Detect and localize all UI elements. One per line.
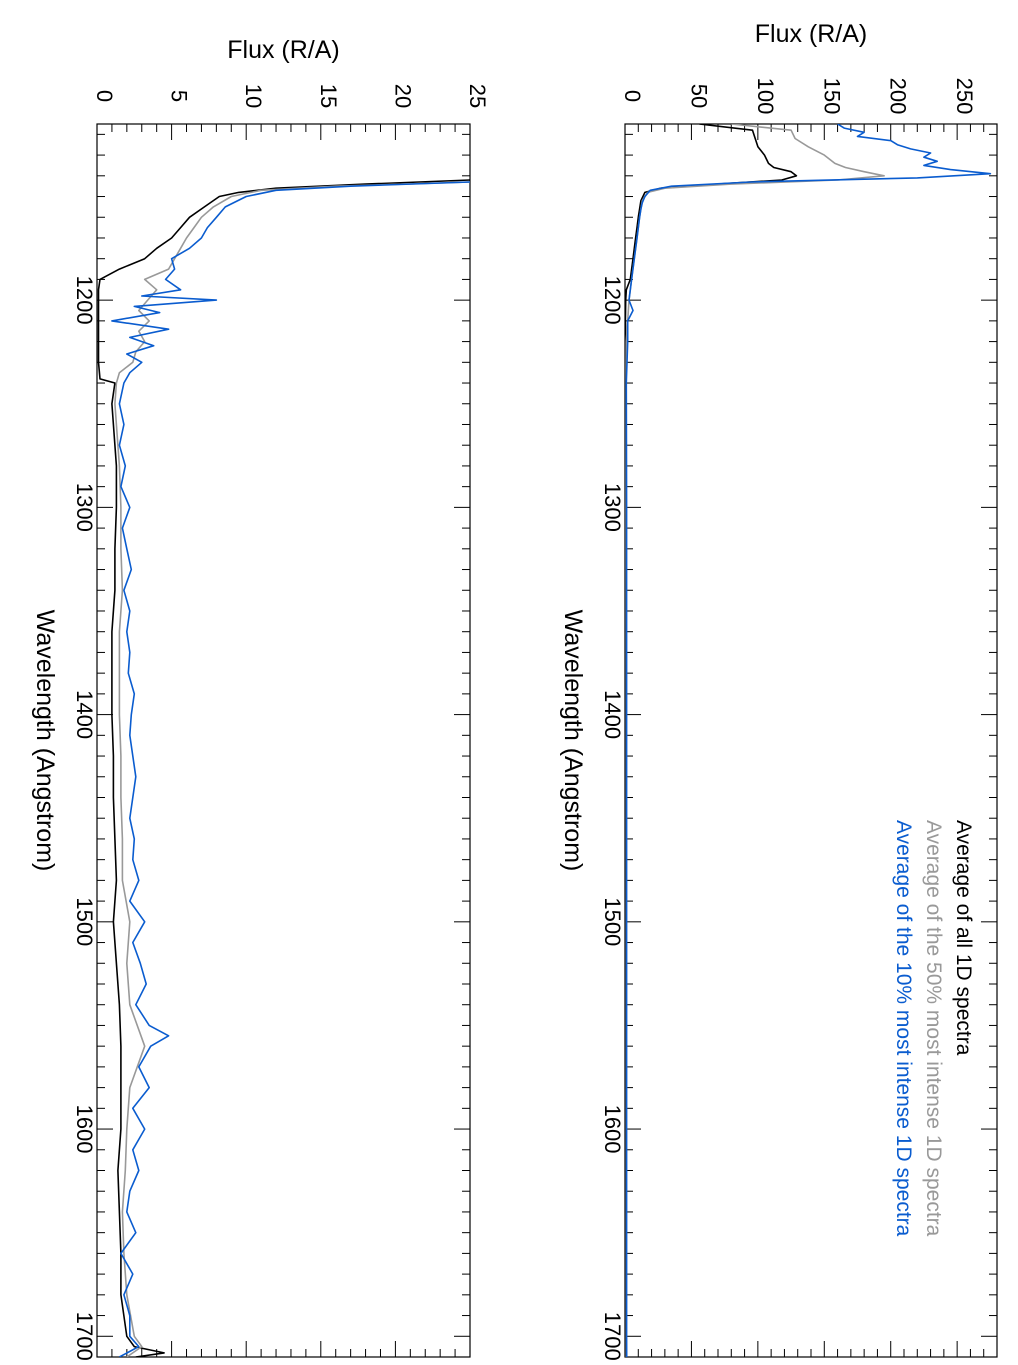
plot-frame (96, 123, 471, 1358)
series-line-top10 (625, 124, 992, 1357)
y-tick-label: 200 (886, 78, 911, 115)
legend-entry: Average of the 10% most intense 1D spect… (892, 820, 915, 1237)
y-tick-label: 150 (819, 78, 844, 115)
x-tick-label: 1200 (72, 276, 97, 325)
x-tick-label: 1600 (72, 1105, 97, 1154)
x-tick-label: 1500 (72, 897, 97, 946)
x-tick-label: 1500 (600, 897, 625, 946)
series-group (97, 179, 470, 1357)
y-tick-label: 25 (465, 84, 490, 108)
y-tick-label: 100 (753, 78, 778, 115)
x-tick-label: 1400 (600, 690, 625, 739)
x-axis-title: Wavelength (Angstrom) (559, 610, 587, 872)
series-line-all (97, 179, 470, 1357)
x-axis-title: Wavelength (Angstrom) (31, 610, 59, 872)
y-tick-label: 15 (316, 84, 341, 108)
legend-entry: Average of all 1D spectra (952, 820, 975, 1056)
y-tick-label: 5 (167, 90, 192, 102)
series-line-top50 (114, 181, 470, 1357)
chart-panel-top: 1200 1300 1400 1500 1600 1700 0 50 100 150 200 250 W… (559, 20, 998, 1361)
y-tick-label: 0 (92, 90, 117, 102)
y-tick-label: 10 (241, 84, 266, 108)
x-tick-label: 1400 (72, 690, 97, 739)
y-tick-label: 0 (620, 90, 645, 102)
y-tick-label: 250 (952, 78, 977, 115)
legend: Average of all 1D spectra Average of the … (892, 820, 975, 1237)
x-tick-label: 1600 (600, 1105, 625, 1154)
y-tick-label: 50 (686, 84, 711, 108)
x-tick-label: 1700 (72, 1312, 97, 1361)
x-tick-label: 1300 (600, 483, 625, 532)
x-tick-label: 1700 (600, 1312, 625, 1361)
x-tick-label: 1200 (600, 276, 625, 325)
chart-panel-bottom: 1200 1300 1400 1500 1600 1700 0 5 10 15 20 25 Wavele… (31, 36, 490, 1361)
y-axis-title: Flux (R/A) (227, 36, 340, 64)
x-tick-label: 1300 (72, 483, 97, 532)
y-tick-label: 20 (390, 84, 415, 108)
series-group (625, 124, 992, 1357)
y-axis-title: Flux (R/A) (755, 20, 868, 48)
legend-entry: Average of the 50% most intense 1D spect… (922, 820, 945, 1237)
series-line-top10 (111, 181, 470, 1357)
